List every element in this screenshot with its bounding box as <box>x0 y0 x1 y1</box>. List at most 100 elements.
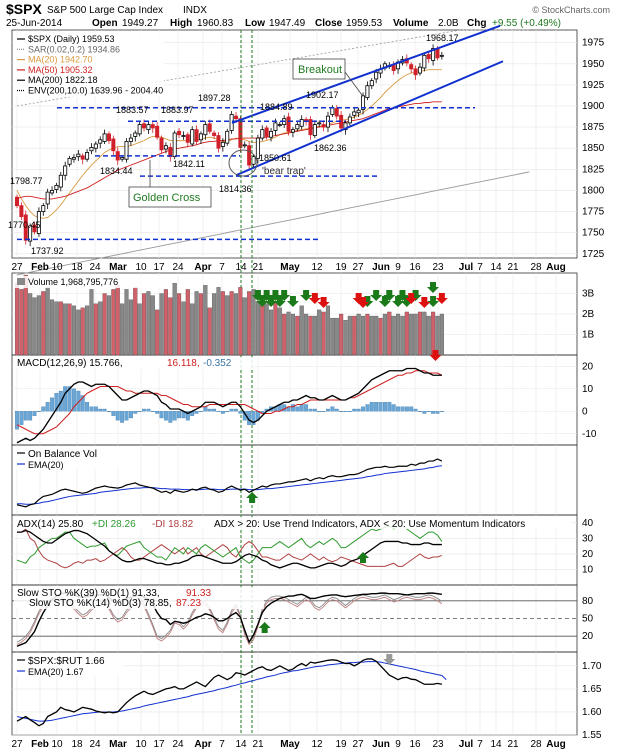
x-tick-label: May <box>280 739 300 750</box>
ratio-legend-a: $SPX:$RUT 1.66 <box>28 656 105 667</box>
volume-bar <box>190 303 195 356</box>
volume-green-arrow <box>286 296 299 307</box>
candle-body <box>168 146 173 158</box>
x-tick-label: 10 <box>51 262 63 273</box>
volume-green-arrow <box>383 290 396 301</box>
sto-legend-d: 87.23 <box>176 598 201 609</box>
candle-body <box>238 118 243 148</box>
macd-legend-b: 16.118, <box>167 358 200 369</box>
volume-bar <box>308 315 313 356</box>
price-annotation: 1968.17 <box>426 33 459 43</box>
price-y-tick: 1775 <box>582 207 605 218</box>
volume-green-arrow <box>251 290 264 301</box>
volume-bar <box>71 305 76 356</box>
price-y-tick: 1850 <box>582 143 605 154</box>
candle-body <box>19 205 24 218</box>
macd-histogram-bar <box>168 411 173 423</box>
price-annotation: 1883.97 <box>161 105 194 115</box>
macd-histogram-bar <box>80 395 85 412</box>
high-label: High <box>170 18 192 29</box>
ratio-y-tick: 1.70 <box>582 661 602 672</box>
sto14-d-line <box>16 596 443 646</box>
volume-bar <box>111 289 116 356</box>
candle-body <box>277 124 282 126</box>
x-tick-label: 23 <box>432 262 444 273</box>
volume-bar <box>382 313 387 356</box>
candle-body <box>23 214 28 241</box>
macd-histogram-bar <box>133 411 138 414</box>
price-legend-item: MA(200) 1822.18 <box>28 75 98 85</box>
candle-body <box>233 115 238 120</box>
x-tick-label: 27 <box>11 739 23 750</box>
volume-bar <box>155 309 160 356</box>
x-tick-label: Aug <box>546 739 565 750</box>
x-tick-label: 19 <box>335 262 347 273</box>
macd-histogram-bar <box>207 408 212 412</box>
volume-bar <box>58 301 63 356</box>
macd-histogram-bar <box>225 411 230 413</box>
obv-legend-a: On Balance Vol <box>28 449 97 460</box>
macd-histogram-bar <box>378 402 383 412</box>
x-tick-label: 14 <box>235 739 247 750</box>
exchange-label: INDX <box>183 5 207 16</box>
candle-body <box>356 109 361 114</box>
volume-bar <box>93 303 98 356</box>
vol-legend-swatch <box>17 278 25 285</box>
price-annotation: 1842.11 <box>173 159 205 169</box>
price-legend-item: ENV(200,10.0) 1639.96 - 2004.40 <box>28 86 163 96</box>
macd-histogram-bar <box>361 406 365 412</box>
price-y-tick: 1925 <box>582 80 605 91</box>
macd-histogram-bar <box>71 388 76 412</box>
x-tick-label: 18 <box>71 739 83 750</box>
price-annotation: 1897.28 <box>198 93 231 103</box>
volume-bar <box>32 297 37 356</box>
volume-bar <box>317 309 322 356</box>
channel-lower <box>235 60 504 177</box>
volume-bar <box>67 303 72 356</box>
volume-bar <box>242 297 247 356</box>
volume-bar <box>356 313 361 356</box>
candle-body <box>207 123 212 132</box>
price-y-tick: 1825 <box>582 164 605 175</box>
macd-histogram-bar <box>137 411 142 413</box>
price-legend-item: $SPX (Daily) 1959.53 <box>28 34 115 44</box>
macd-histogram-bar <box>67 386 72 412</box>
candle-body <box>264 127 269 137</box>
candle-body <box>260 129 265 139</box>
x-tick-label: Aug <box>546 262 565 273</box>
x-tick-label: May <box>280 262 300 273</box>
volume-bar <box>146 291 151 356</box>
price-legend-box <box>14 33 164 97</box>
volume-bar <box>247 291 252 356</box>
volume-bar <box>76 309 81 356</box>
macd-histogram-bar <box>185 411 190 421</box>
breakout-pointer <box>344 71 363 96</box>
x-tick-label: 7 <box>477 739 483 750</box>
candle-body <box>308 119 313 136</box>
macd-histogram-bar <box>326 408 330 412</box>
macd-histogram-bar <box>439 411 444 413</box>
open-value: 1949.27 <box>122 18 159 29</box>
adx-y-tick: 10 <box>582 564 594 575</box>
candle-body <box>36 211 41 234</box>
volume-bar <box>207 307 212 356</box>
candle-body <box>115 151 120 161</box>
candle-body <box>365 85 370 98</box>
candle-body <box>273 122 278 131</box>
x-tick-label: 10 <box>51 739 63 750</box>
candle-body <box>50 190 55 194</box>
volume-bar <box>115 285 120 356</box>
volume-green-arrow <box>300 290 313 301</box>
volume-bar <box>137 303 142 356</box>
candle-body <box>124 141 129 160</box>
volume-bar <box>339 313 344 356</box>
candle-body <box>14 196 19 207</box>
adx-line <box>17 529 442 569</box>
macd-histogram-bar <box>308 408 313 412</box>
macd-histogram-bar <box>45 402 50 412</box>
volume-bar <box>133 287 138 356</box>
candle-body <box>347 116 352 124</box>
macd-histogram-bar <box>304 404 309 412</box>
